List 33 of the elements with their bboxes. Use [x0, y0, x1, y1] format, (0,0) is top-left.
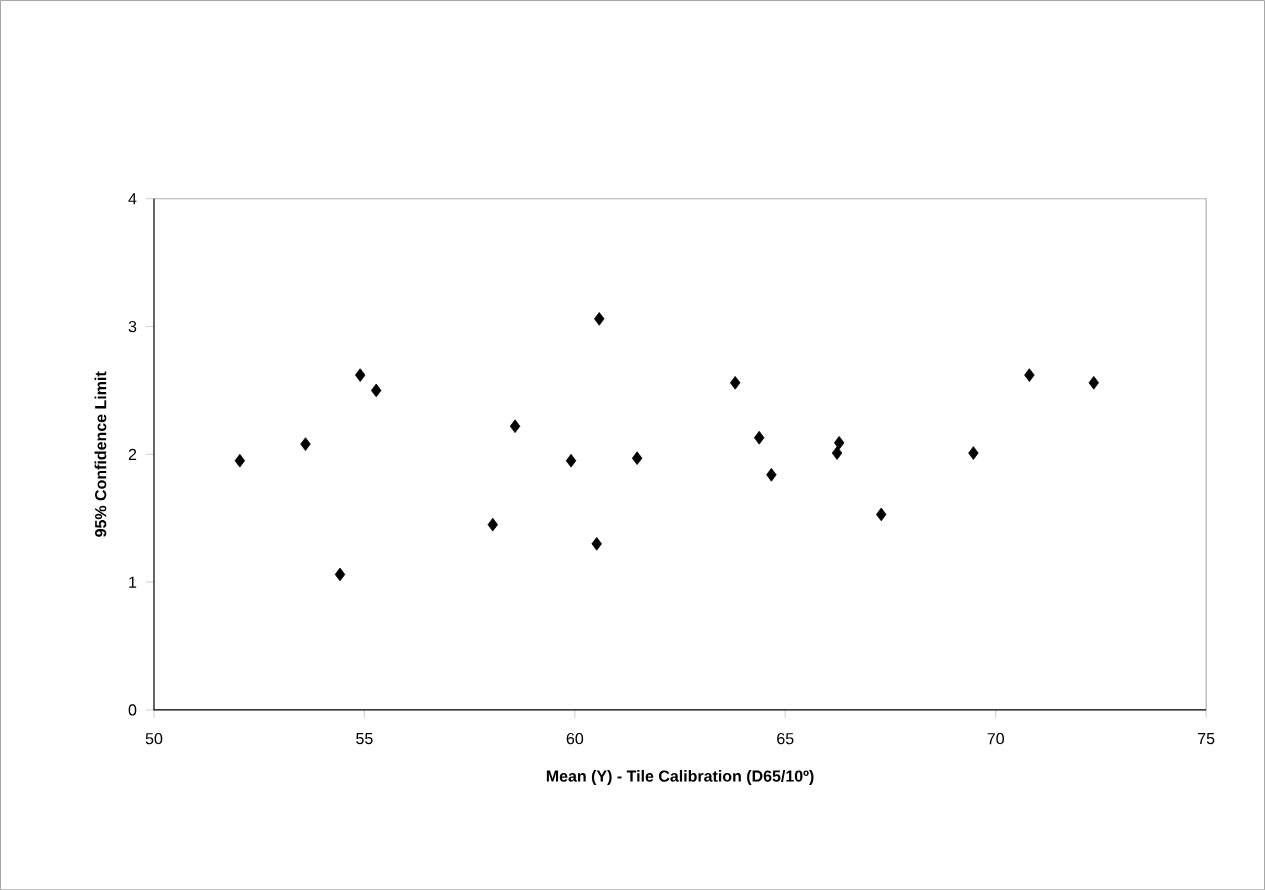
point: [833, 435, 845, 450]
point: [876, 507, 887, 522]
point: [766, 467, 777, 482]
x-axis-title: Mean (Y) - Tile Calibration (D65/10º): [546, 769, 814, 785]
point: [591, 536, 602, 551]
x-tick-label: 65: [777, 732, 794, 745]
point: [631, 451, 643, 465]
y-tick-label: 4: [128, 193, 137, 205]
x-tick-label: 75: [1198, 732, 1215, 744]
point: [968, 446, 979, 460]
point: [730, 375, 741, 390]
point: [334, 567, 346, 582]
y-tick-label: 1: [129, 576, 137, 588]
x-tick-label: 50: [145, 732, 163, 745]
x-tick-label: 70: [987, 732, 1004, 745]
point: [753, 430, 765, 445]
point: [1088, 375, 1099, 390]
point: [831, 446, 843, 460]
x-tick-label: 55: [356, 732, 373, 744]
point: [1024, 368, 1035, 382]
point: [487, 517, 498, 532]
point: [234, 453, 246, 468]
point: [594, 311, 605, 326]
y-tick-label: 3: [128, 320, 137, 333]
y-axis-title: 95% Confidence Limit: [94, 371, 107, 537]
point: [355, 368, 366, 382]
point: [371, 383, 382, 398]
x-tick-label: 60: [566, 732, 584, 745]
y-tick-label: 2: [128, 448, 137, 460]
y-tick-label: 0: [128, 704, 137, 716]
point: [565, 453, 577, 468]
point: [509, 419, 521, 433]
point: [300, 437, 311, 451]
